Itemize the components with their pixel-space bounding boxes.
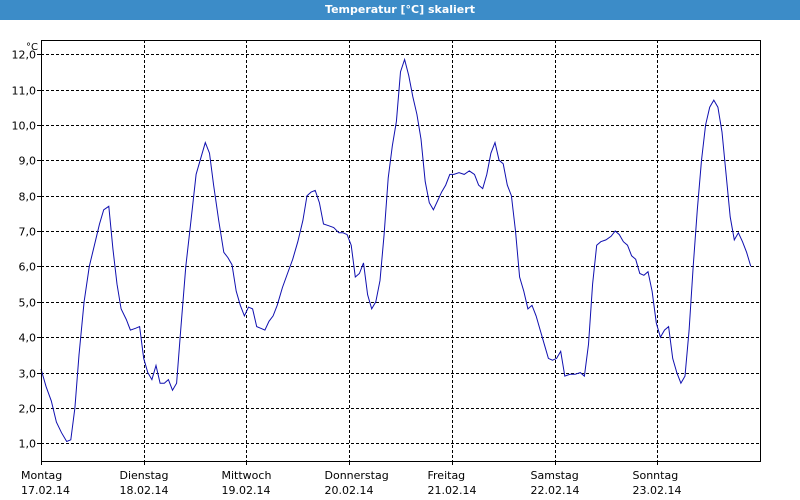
x-tick-day-name: Dienstag <box>120 469 169 482</box>
y-tick-label: 11,0 <box>12 85 37 98</box>
temperature-chart: °C 1,0 2,0 3,0 4,0 5,0 6,0 7,0 8,0 9,0 10,0 11,0 12… <box>12 40 761 497</box>
x-tick-day-name: Samstag <box>531 469 579 482</box>
y-tick-label: 6,0 <box>19 261 37 274</box>
x-tick-date: 18.02.14 <box>120 484 169 497</box>
window-title: Temperatur [°C] skaliert <box>0 0 800 20</box>
x-tick-date: 17.02.14 <box>21 484 70 497</box>
y-tick-label: 5,0 <box>19 297 37 310</box>
x-tick-day-name: Freitag <box>428 469 466 482</box>
x-tick-day-name: Donnerstag <box>325 469 389 482</box>
y-tick-label: 4,0 <box>19 332 37 345</box>
plot-area: °C 1,0 2,0 3,0 4,0 5,0 6,0 7,0 8,0 9,0 10,0 11,0 12… <box>0 20 800 500</box>
y-tick-label: 3,0 <box>19 368 37 381</box>
y-unit-label: °C <box>26 42 38 53</box>
y-tick-label: 8,0 <box>19 191 37 204</box>
temperature-series-line <box>40 57 752 443</box>
x-tick-date: 22.02.14 <box>531 484 580 497</box>
x-tick-date: 23.02.14 <box>633 484 682 497</box>
x-tick-day-name: Mittwoch <box>222 469 272 482</box>
y-axis-ticks: 1,0 2,0 3,0 4,0 5,0 6,0 7,0 8,0 9,0 10,0 11,0 12,0 <box>12 49 41 451</box>
y-tick-label: 2,0 <box>19 403 37 416</box>
y-tick-label: 9,0 <box>19 155 37 168</box>
y-tick-label: 12,0 <box>12 49 37 62</box>
x-axis-ticks: Montag 17.02.14 Dienstag 18.02.14 Mittwoch 19… <box>21 461 681 497</box>
x-tick-date: 21.02.14 <box>428 484 477 497</box>
plot-frame <box>41 40 761 462</box>
y-tick-label: 10,0 <box>12 120 37 133</box>
x-tick-day-name: Sonntag <box>633 469 679 482</box>
y-tick-label: 7,0 <box>19 226 37 239</box>
grid <box>41 40 760 461</box>
y-tick-label: 1,0 <box>19 438 37 451</box>
x-tick-date: 20.02.14 <box>325 484 374 497</box>
x-tick-day-name: Montag <box>21 469 62 482</box>
x-tick-date: 19.02.14 <box>222 484 271 497</box>
